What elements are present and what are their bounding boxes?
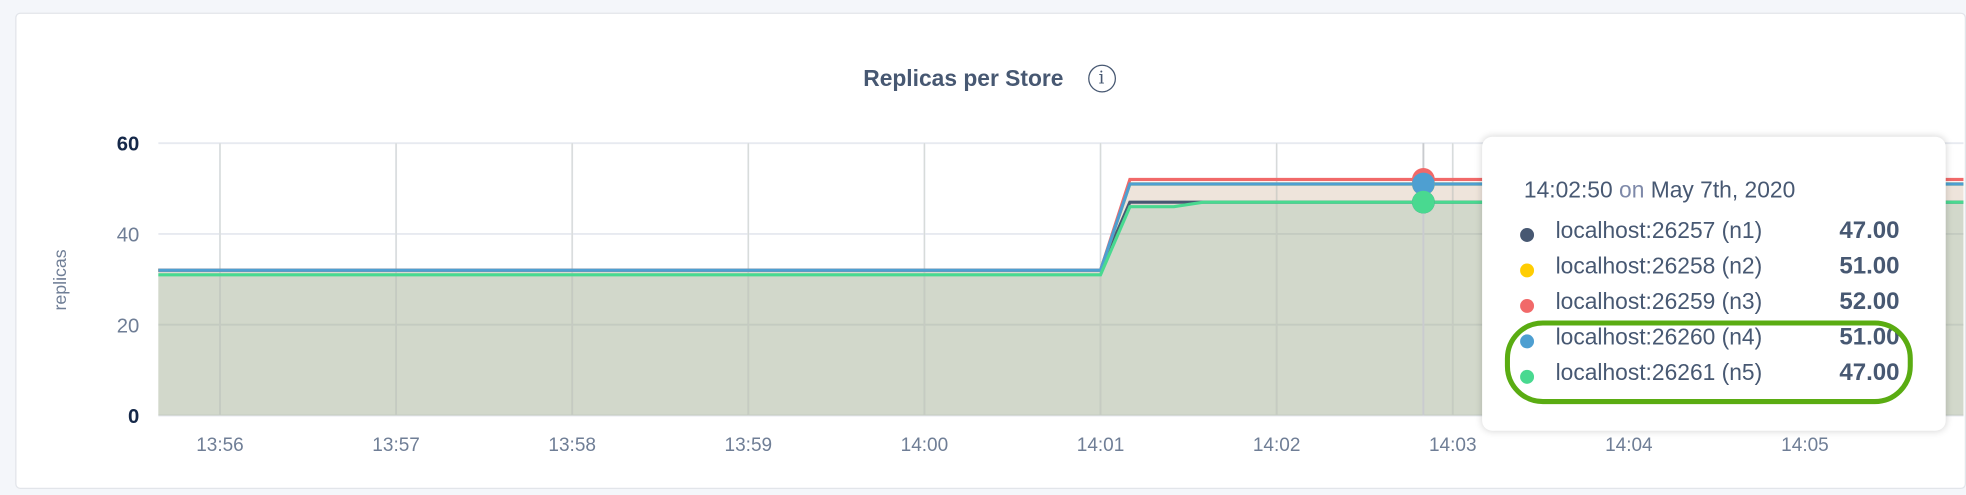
y-tick-label: 0 bbox=[128, 406, 139, 428]
x-tick-label: 13:56 bbox=[196, 435, 244, 456]
y-tick-label: 40 bbox=[117, 225, 140, 247]
tooltip-series-label: localhost:26258 (n2) bbox=[1555, 253, 1763, 279]
y-tick-label: 60 bbox=[117, 134, 140, 156]
tooltip-series-label: localhost:26259 (n3) bbox=[1555, 288, 1763, 315]
tooltip-series-value: 51.00 bbox=[1839, 253, 1900, 280]
hover-tooltip: 14:02:50 on May 7th, 2020 localhost:2625… bbox=[1482, 136, 1946, 431]
hover-point bbox=[1411, 172, 1435, 196]
y-axis-label: replicas bbox=[50, 249, 70, 310]
series-line bbox=[158, 200, 1964, 277]
legend-dot-icon bbox=[1520, 334, 1535, 349]
tooltip-series-value: 52.00 bbox=[1839, 288, 1900, 316]
tooltip-series-value: 47.00 bbox=[1839, 217, 1900, 245]
x-tick-label: 14:03 bbox=[1429, 435, 1477, 456]
tooltip-date: May 7th, 2020 bbox=[1650, 177, 1796, 203]
legend-dot-icon bbox=[1520, 263, 1535, 278]
tooltip-series-label: localhost:26260 (n4) bbox=[1555, 324, 1763, 350]
x-tick-label: 13:57 bbox=[372, 435, 420, 456]
x-tick-label: 13:58 bbox=[548, 435, 596, 456]
tooltip-series-value: 47.00 bbox=[1839, 359, 1900, 387]
x-tick-label: 13:59 bbox=[725, 435, 773, 456]
legend-dot-icon bbox=[1520, 369, 1535, 384]
chart-title: Replicas per Store bbox=[863, 65, 1064, 91]
x-tick-label: 14:02 bbox=[1253, 435, 1301, 456]
chart-title-row: Replicas per Store i bbox=[16, 64, 1962, 93]
legend-dot-icon bbox=[1520, 228, 1535, 242]
tooltip-on: on bbox=[1619, 177, 1645, 203]
x-tick-label: 14:04 bbox=[1605, 435, 1653, 456]
tooltip-timestamp: 14:02:50 on May 7th, 2020 bbox=[1524, 177, 1795, 204]
x-tick-label: 14:01 bbox=[1077, 435, 1125, 456]
tooltip-series-label: localhost:26261 (n5) bbox=[1555, 359, 1763, 386]
legend-dot-icon bbox=[1520, 298, 1535, 313]
info-icon[interactable]: i bbox=[1087, 64, 1116, 93]
x-tick-label: 14:05 bbox=[1781, 435, 1829, 456]
tooltip-series-value: 51.00 bbox=[1839, 324, 1900, 351]
tooltip-series-label: localhost:26257 (n1) bbox=[1555, 217, 1763, 244]
y-tick-label: 20 bbox=[117, 315, 140, 337]
x-tick-label: 14:00 bbox=[901, 435, 949, 456]
hover-point bbox=[1411, 190, 1435, 214]
tooltip-time: 14:02:50 bbox=[1523, 177, 1613, 203]
